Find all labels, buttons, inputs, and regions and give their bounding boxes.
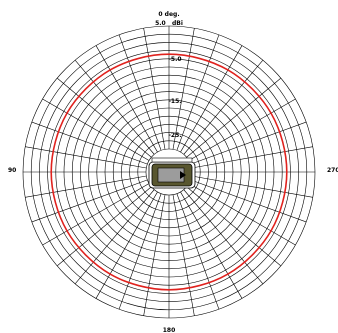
- grid-spoke: [31, 179, 148, 223]
- grid-spoke: [95, 45, 158, 153]
- grid-spoke: [191, 146, 313, 169]
- grid-spoke: [143, 194, 166, 316]
- grid-spoke: [31, 121, 148, 165]
- grid-spoke: [188, 183, 296, 246]
- pattern-series: [50, 53, 288, 291]
- ring-label: -15.: [168, 98, 181, 105]
- grid-spoke: [183, 189, 264, 285]
- radiation-pattern-line: [50, 53, 288, 291]
- grid-spoke: [172, 28, 195, 150]
- grid-spoke: [118, 193, 162, 310]
- grid-spoke: [74, 189, 155, 285]
- direction-label-top: 0 deg.: [158, 11, 179, 18]
- grid-spoke: [74, 59, 155, 155]
- polar-grid: [22, 25, 316, 319]
- grid-spoke: [56, 77, 152, 158]
- grid-spoke: [42, 98, 150, 161]
- grid-spoke: [56, 186, 152, 267]
- ring-label: -5.0: [168, 56, 181, 63]
- grid-spoke: [190, 179, 307, 223]
- gain-label: 5.0 dBi: [155, 20, 183, 27]
- grid-spoke: [176, 193, 220, 310]
- grid-spoke: [172, 194, 195, 316]
- grid-spoke: [191, 175, 313, 198]
- grid-spoke: [42, 183, 150, 246]
- grid-spoke: [143, 28, 166, 150]
- direction-label-left: 90: [8, 167, 16, 174]
- grid-spoke: [183, 59, 264, 155]
- ring-label: -25.: [168, 132, 181, 139]
- grid-spoke: [186, 77, 282, 158]
- grid-spoke: [180, 45, 243, 153]
- grid-spoke: [180, 191, 243, 299]
- grid-spoke: [176, 34, 220, 151]
- grid-spoke: [188, 98, 296, 161]
- direction-label-bottom: 180: [163, 327, 176, 333]
- grid-spoke: [118, 34, 162, 151]
- direction-label-right: 270: [327, 167, 338, 174]
- device-icon: [148, 157, 196, 189]
- grid-spoke: [25, 175, 147, 198]
- grid-spoke: [190, 121, 307, 165]
- grid-spoke: [186, 186, 282, 267]
- grid-spoke: [95, 191, 158, 299]
- grid-spoke: [25, 146, 147, 169]
